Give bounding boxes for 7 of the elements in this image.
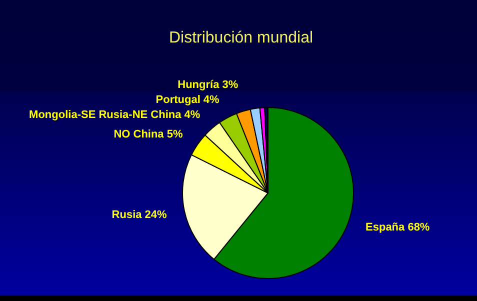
slice-label: Portugal 4% bbox=[156, 94, 220, 106]
slice-label: Mongolia-SE Rusia-NE China 4% bbox=[29, 108, 200, 121]
slice-label: España 68% bbox=[366, 222, 430, 234]
slice-label: Rusia 24% bbox=[112, 208, 168, 221]
chart-title: Distribución mundial bbox=[168, 29, 314, 46]
slice-label: NO China 5% bbox=[114, 128, 183, 140]
slice-label: Hungría 3% bbox=[178, 78, 238, 91]
